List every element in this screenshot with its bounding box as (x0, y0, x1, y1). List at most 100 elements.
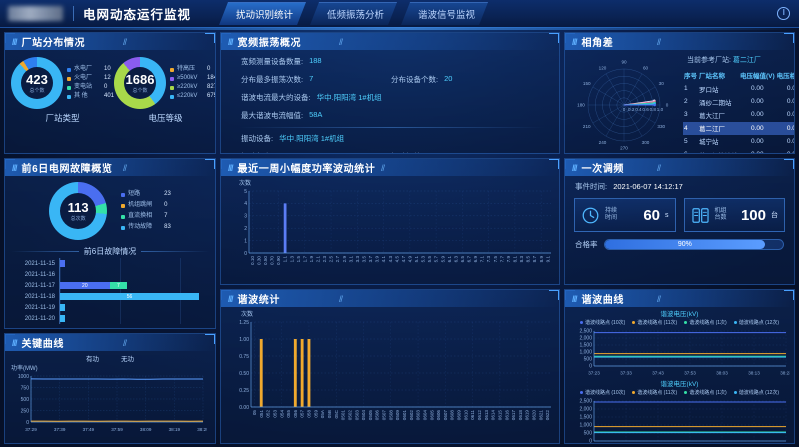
svg-text:37:39: 37:39 (54, 427, 66, 432)
legend-dot-icon (170, 94, 175, 99)
fault-bar-chart: 2021-11-15 2021-11-16 2021-11-17 20 7 2021-11… (11, 258, 209, 324)
svg-text:0504: 0504 (361, 410, 366, 421)
svg-text:38:19: 38:19 (169, 427, 181, 432)
svg-text:0.70: 0.70 (270, 256, 275, 265)
company-logo (8, 6, 63, 21)
tab-disturbance-stats[interactable]: 扰动识别统计 (219, 2, 306, 25)
panel-body: 次数 0.00 0.25 0.50 0.75 1.00 1.25 05 051 052 053 05… (221, 307, 559, 443)
tab-harmonic-monitor[interactable]: 谐波信号监视 (401, 2, 488, 25)
card-value: 60 (643, 206, 660, 224)
svg-text:0.30: 0.30 (256, 256, 261, 265)
panel-body: 有功 无功 功率(MW) 0 250 500 750 1000 37:29 37:39 37:… (5, 351, 215, 443)
fault-bar-label: 2021-11-20 (24, 315, 55, 322)
col-station-name: 厂站名称 (699, 73, 725, 80)
event-time: 事件时间: 2021-06-07 14:12:17 (565, 176, 794, 192)
svg-text:4.1: 4.1 (381, 256, 386, 263)
svg-text:1.9: 1.9 (309, 256, 314, 263)
slash-decor-icon: /// (12, 162, 17, 173)
field-device-count: 宽频测量设备数量: 188 (241, 56, 391, 67)
cell-index: 2 (684, 98, 688, 106)
field-key: 分布设备个数: (391, 75, 439, 84)
svg-text:330: 330 (657, 124, 665, 129)
field-distributed-devices: 分布设备个数: 20 (391, 74, 559, 85)
weekly-ylabel: 次数 (239, 181, 252, 187)
panel-fault-overview: /// 前6日电网故障概览 // 113 总次数 (4, 158, 216, 329)
svg-text:210: 210 (583, 124, 591, 129)
fault-bar-row: 2021-11-19 (11, 302, 209, 313)
app-header: 电网动态运行监视 扰动识别统计 低频振荡分析 谐波信号监视 (0, 0, 799, 30)
svg-text:0605: 0605 (429, 410, 434, 421)
legend-value: 7 (164, 213, 168, 219)
header-glow (0, 27, 799, 30)
svg-text:0: 0 (589, 364, 592, 370)
panel-header: /// 谐波统计 // (221, 290, 559, 307)
table-row[interactable]: 3 葛大江厂 0.00 0.00 (683, 108, 794, 121)
field-value: 华中.阳阳湾 1#机组 (279, 134, 345, 143)
svg-text:8.9: 8.9 (539, 256, 544, 263)
panel-title: 谐波统计 (237, 295, 280, 306)
legend-label: 谐波线路点 (10次) (584, 390, 626, 396)
svg-text:3.1: 3.1 (348, 256, 353, 263)
table-row[interactable]: 6葛洲坝换流站0.000.00 (683, 148, 794, 153)
slash-decor-icon: /// (572, 36, 577, 47)
slash-decor-right-icon: // (123, 337, 127, 348)
fault-donut-chart: 113 总次数 (49, 182, 108, 240)
svg-text:6.9: 6.9 (473, 256, 478, 263)
panel-header: /// 厂站分布情况 // (5, 33, 215, 50)
svg-text:8.7: 8.7 (532, 256, 537, 263)
svg-text:0613: 0613 (484, 410, 489, 421)
svg-text:7.5: 7.5 (493, 256, 498, 263)
panel-body: 事件时间: 2021-06-07 14:12:17 持续 时间 (565, 176, 794, 284)
legend-label: 其 他 (74, 93, 88, 99)
legend-item: 谐波线路点 (11次) (632, 389, 677, 396)
legend-dot-icon (121, 203, 126, 208)
table-row[interactable]: 1 罗口站 0.00 0.00 (683, 82, 794, 95)
table-row[interactable]: 5 城宁站 0.00 0.00 (683, 135, 794, 148)
legend-item: 传动故障 83 (121, 222, 171, 233)
slash-decor-right-icon: // (339, 36, 343, 47)
cell-voltage-angle: 0.00 (786, 85, 794, 93)
cell-voltage-angle: 0.00 (775, 121, 794, 135)
harmonic-curve-plot-2: 05001,0001,5002,0002,50037:2337:3337:433… (579, 399, 787, 443)
svg-text:0507: 0507 (382, 410, 387, 421)
pass-rate-fill: 90% (604, 240, 766, 249)
power-icon[interactable] (777, 7, 790, 20)
legend-label: 谐波线路点 (11次) (637, 320, 678, 326)
legend-label: 变电站 (74, 84, 93, 90)
panel-broadband-oscillation: /// 宽频振荡概况 // 宽频测量设备数量: 188 分布最多振荡次数: 7 (220, 32, 560, 154)
legend-item: 火电厂 12 (67, 74, 114, 83)
field-vibration-device: 振动设备: 华中.阳阳湾 1#机组 (241, 133, 391, 144)
svg-text:051: 051 (259, 410, 264, 418)
svg-text:0603: 0603 (416, 410, 421, 421)
legend-label: 水电厂 (74, 66, 93, 72)
legend-label: 有功 (86, 356, 99, 363)
fault-bar-row: 2021-11-20 (11, 313, 209, 324)
card-value: 100 (740, 206, 766, 224)
table-row[interactable]: 2 涌纱二期站 0.00 0.00 (683, 95, 794, 108)
svg-text:052: 052 (266, 410, 271, 418)
section-divider (239, 127, 545, 128)
svg-text:5.7: 5.7 (434, 256, 439, 263)
panel-title: 一次调频 (581, 164, 624, 175)
fault-bar-track: 20 7 (59, 280, 209, 291)
panel-body: 宽频测量设备数量: 188 分布最多振荡次数: 7 分布设备个数: 20 (221, 50, 559, 153)
legend-item: 直流换相 7 (121, 211, 171, 222)
cell-voltage-amp: 0.00 (751, 85, 764, 93)
legend-item: 特高压 0 (170, 65, 215, 74)
field-max-harmonic-device: 谐波电流最大的设备: 华中.阳阳湾 1#机组 (241, 92, 391, 103)
cell-voltage-angle: 0.00 (786, 98, 794, 106)
page-title: 电网动态运行监视 (83, 8, 192, 22)
svg-text:7.9: 7.9 (506, 256, 511, 263)
svg-text:500: 500 (584, 431, 593, 437)
cell-voltage-angle: 0.00 (776, 148, 794, 153)
slash-decor-icon: /// (572, 293, 577, 304)
field-value: 1.21Hz (279, 151, 303, 153)
legend-item: 无功 (121, 353, 134, 363)
svg-text:3.9: 3.9 (375, 256, 380, 263)
panel-title: 谐波曲线 (581, 295, 624, 306)
tab-low-freq-oscillation[interactable]: 低频振荡分析 (310, 2, 397, 25)
spacer (391, 110, 559, 121)
harmonic-curve-legend-2: 谐波线路点 (10次) 谐波线路点 (11次) 谐波线路点 (1次) 谐波线路点… (568, 388, 791, 397)
fault-bar-row: 2021-11-18 56 (11, 291, 209, 302)
